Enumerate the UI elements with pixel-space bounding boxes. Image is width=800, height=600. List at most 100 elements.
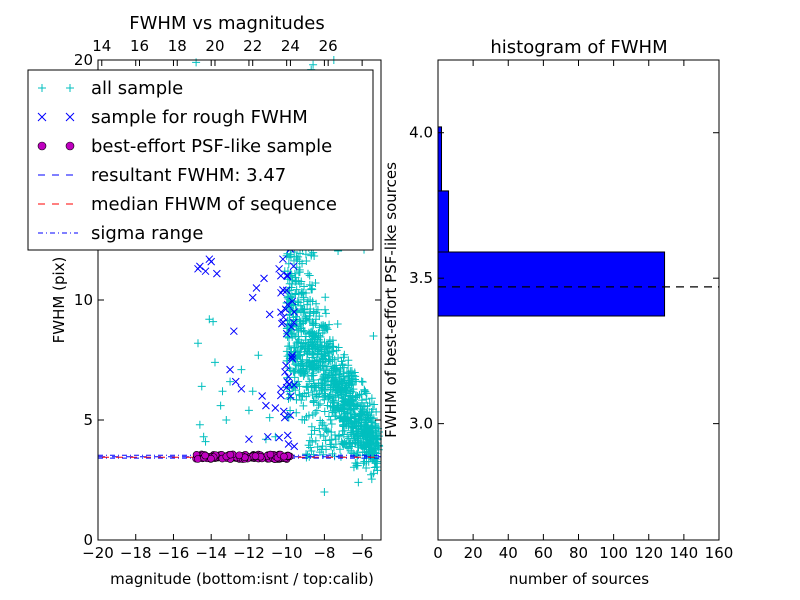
- all-sample-point: [323, 325, 332, 334]
- rough-fwhm-point: [288, 351, 297, 360]
- all-sample-point: [370, 400, 379, 409]
- scatter-data: [98, 56, 384, 496]
- all-sample-point: [318, 374, 327, 383]
- all-sample-point: [334, 393, 343, 402]
- all-sample-point: [193, 339, 202, 348]
- all-sample-point: [316, 399, 325, 408]
- all-sample-point: [312, 329, 321, 338]
- all-sample-point: [367, 424, 376, 433]
- all-sample-point: [329, 364, 338, 373]
- all-sample-point: [329, 366, 338, 375]
- rough-fwhm-point: [286, 392, 295, 401]
- rough-fwhm-point: [226, 365, 234, 374]
- all-sample-point: [199, 432, 208, 441]
- all-sample-point: [304, 388, 313, 397]
- x-tick-label: −12: [233, 544, 265, 562]
- x-tick-label: 60: [534, 544, 553, 562]
- all-sample-point: [320, 488, 329, 496]
- x-tick-label: −20: [82, 544, 114, 562]
- all-sample-point: [218, 387, 227, 396]
- all-sample-point: [309, 340, 318, 349]
- rough-fwhm-point: [213, 269, 221, 278]
- histogram-y-label: FWHM of best-effort PSF-like sources: [382, 162, 400, 438]
- all-sample-point: [302, 361, 311, 370]
- legend-label: best-effort PSF-like sample: [91, 136, 332, 157]
- all-sample-point: [302, 256, 311, 265]
- all-sample-point: [344, 385, 353, 394]
- all-sample-point: [349, 385, 358, 394]
- all-sample-point: [309, 369, 318, 378]
- y-tick-label: 3.0: [409, 415, 433, 433]
- all-sample-point: [286, 406, 295, 415]
- all-sample-point: [365, 448, 374, 457]
- psf-like-point: [194, 455, 202, 463]
- all-sample-point: [373, 459, 382, 468]
- all-sample-point: [309, 345, 318, 354]
- all-sample-point: [308, 410, 317, 419]
- all-sample-point: [312, 356, 321, 365]
- all-sample-point: [330, 406, 339, 415]
- all-sample-point: [287, 280, 296, 289]
- all-sample-point: [362, 463, 371, 472]
- all-sample-point: [308, 297, 317, 306]
- rough-fwhm-point: [275, 433, 283, 442]
- all-sample-point: [304, 269, 313, 278]
- all-sample-point: [313, 335, 322, 344]
- all-sample-point: [303, 382, 312, 391]
- legend-label: median FHWM of sequence: [91, 194, 337, 215]
- histogram-panel: histogram of FWHM 0 20 40 60 80 100 120 140 160 …: [382, 37, 733, 588]
- all-sample-point: [309, 398, 318, 407]
- all-sample-point: [323, 344, 332, 353]
- rough-fwhm-point: [279, 255, 287, 264]
- all-sample-point: [248, 387, 257, 396]
- all-sample-point: [366, 437, 375, 446]
- all-sample-point: [353, 392, 362, 401]
- all-sample-point: [321, 293, 330, 302]
- histogram-x-label: number of sources: [509, 570, 649, 588]
- all-sample-point: [308, 285, 317, 294]
- all-sample-point: [355, 390, 364, 399]
- psf-like-point: [226, 450, 235, 459]
- psf-like-point: [201, 451, 209, 460]
- all-sample-point: [338, 361, 347, 370]
- all-sample-point: [322, 426, 331, 435]
- all-sample-point: [302, 289, 311, 298]
- all-sample-point: [309, 350, 318, 359]
- all-sample-point: [285, 364, 294, 373]
- all-sample-point: [336, 445, 345, 454]
- all-sample-point: [38, 84, 46, 92]
- rough-fwhm-point: [276, 391, 285, 400]
- all-sample-point: [307, 382, 316, 391]
- all-sample-point: [292, 285, 301, 294]
- all-sample-point: [293, 337, 302, 346]
- all-sample-point: [306, 443, 315, 452]
- rough-fwhm-point: [287, 353, 296, 362]
- all-sample-point: [316, 416, 325, 425]
- all-sample-point: [369, 332, 378, 340]
- legend-label: sigma range: [91, 223, 203, 244]
- all-sample-point: [347, 402, 356, 411]
- rough-fwhm-point: [277, 308, 285, 317]
- all-sample-point: [317, 445, 326, 454]
- x-tick-label: 0: [433, 544, 443, 562]
- top-x-tick-label: 26: [319, 37, 338, 55]
- all-sample-point: [309, 60, 318, 69]
- all-sample-point: [301, 314, 310, 323]
- all-sample-point: [356, 402, 365, 411]
- all-sample-point: [324, 427, 333, 436]
- all-sample-point: [357, 427, 366, 436]
- rough-fwhm-point: [283, 300, 292, 309]
- legend-label: sample for rough FWHM: [91, 107, 308, 128]
- psf-like-point: [251, 452, 260, 460]
- all-sample-point: [367, 394, 376, 403]
- all-sample-point: [244, 406, 253, 415]
- all-sample-point: [290, 256, 299, 265]
- all-sample-point: [222, 416, 231, 424]
- all-sample-point: [315, 323, 324, 332]
- rough-fwhm-point: [205, 255, 214, 264]
- all-sample-point: [315, 312, 324, 321]
- all-sample-point: [287, 292, 296, 301]
- all-sample-point: [367, 475, 376, 484]
- all-sample-point: [303, 300, 312, 309]
